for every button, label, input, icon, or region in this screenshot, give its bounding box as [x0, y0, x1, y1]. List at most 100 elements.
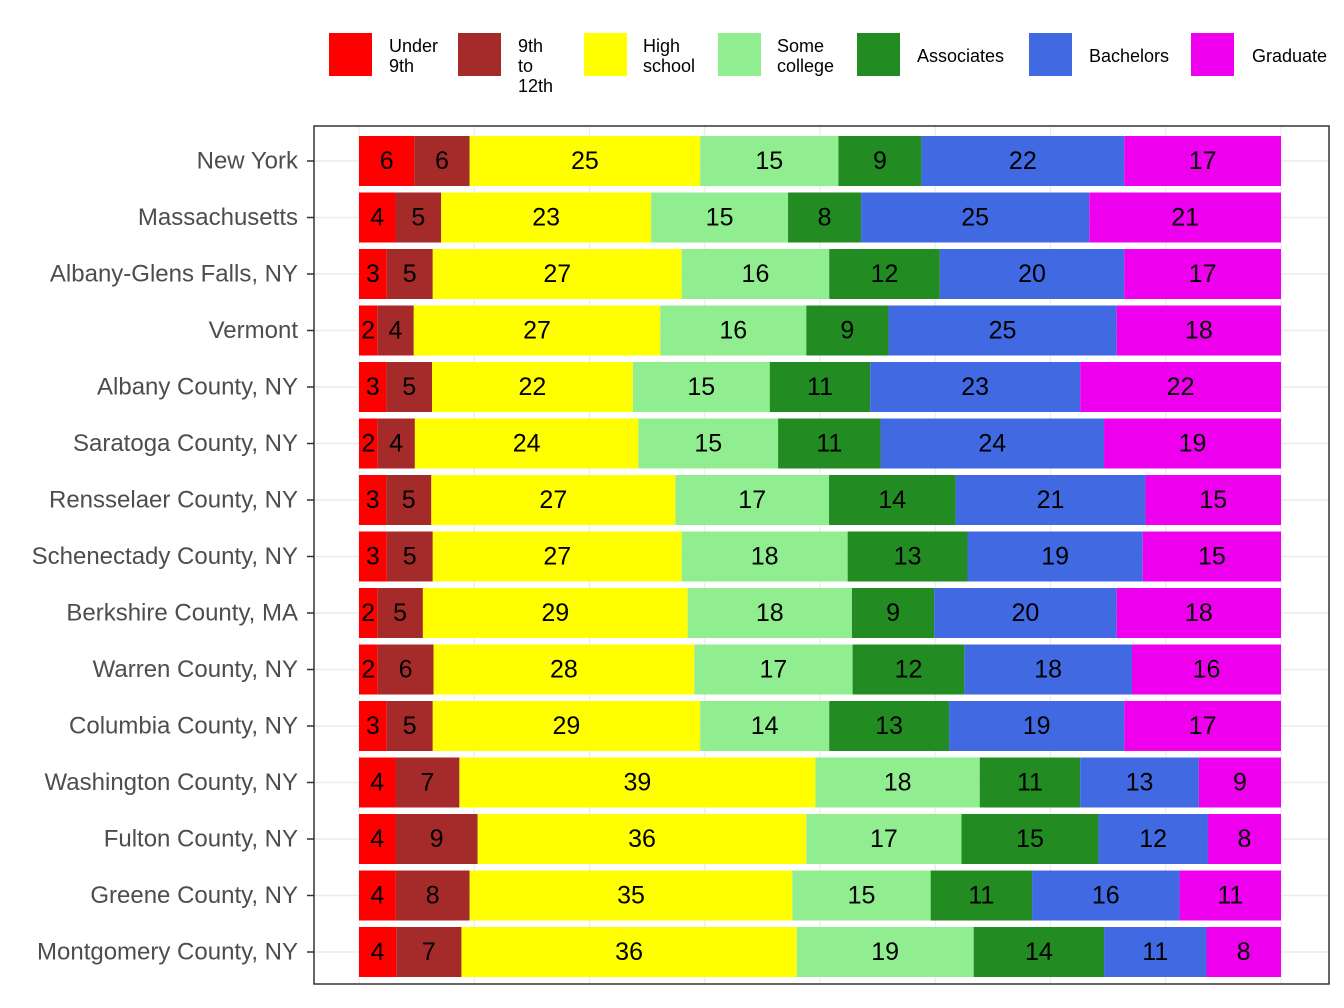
bar-albany-glens-falls-ny-9th-to-12th — [386, 249, 433, 299]
y-tick-label: Washington County, NY — [45, 769, 298, 796]
y-tick-label: Fulton County, NY — [104, 826, 298, 853]
value-label: 18 — [1185, 317, 1213, 345]
bar-rensselaer-county-ny-associates — [829, 475, 956, 525]
value-label: 9 — [886, 599, 900, 627]
value-label: 27 — [539, 486, 567, 514]
value-label: 11 — [1217, 882, 1243, 910]
bar-rensselaer-county-ny-9th-to-12th — [386, 475, 432, 525]
value-label: 3 — [366, 260, 380, 288]
bar-albany-glens-falls-ny-graduate — [1124, 249, 1281, 299]
value-label: 7 — [421, 769, 435, 797]
legend: Under 9th 9th to 12th High school Some c… — [0, 0, 1344, 96]
bar-albany-county-ny-associates — [769, 362, 871, 412]
value-label: 35 — [617, 882, 645, 910]
value-label: 16 — [742, 260, 770, 288]
y-tick-label: Schenectady County, NY — [32, 543, 298, 570]
value-label: 17 — [870, 825, 898, 853]
legend-label-associates: Associates — [917, 46, 1005, 66]
y-tick-label: Rensselaer County, NY — [49, 487, 298, 514]
value-label: 9 — [840, 317, 854, 345]
legend-label-graduate: Graduate — [1252, 46, 1328, 66]
bar-warren-county-ny-high-school — [433, 644, 695, 695]
value-label: 18 — [1034, 656, 1062, 684]
value-label: 21 — [1037, 486, 1065, 514]
value-label: 4 — [370, 769, 384, 797]
value-label: 8 — [426, 882, 440, 910]
value-label: 5 — [403, 712, 417, 740]
value-label: 17 — [760, 656, 788, 684]
value-label: 11 — [807, 373, 833, 401]
bar-warren-county-ny-9th-to-12th — [377, 644, 434, 695]
bar-new-york-high-school — [469, 136, 701, 186]
bar-fulton-county-ny-9th-to-12th — [395, 814, 478, 864]
value-label: 8 — [1238, 825, 1252, 853]
y-tick-label: Warren County, NY — [93, 656, 298, 683]
bar-vermont-graduate — [1116, 305, 1281, 356]
value-label: 8 — [818, 204, 832, 232]
bar-fulton-county-ny-bachelors — [1098, 814, 1208, 864]
bar-fulton-county-ny-associates — [961, 814, 1099, 864]
value-label: 18 — [884, 769, 912, 797]
bar-schenectady-county-ny-graduate — [1142, 531, 1281, 582]
bar-rensselaer-county-ny-graduate — [1145, 475, 1281, 525]
value-label: 15 — [694, 430, 722, 458]
bar-montgomery-county-ny-graduate — [1206, 927, 1281, 977]
bar-greene-county-ny-graduate — [1179, 870, 1281, 921]
bar-vermont-some-college — [660, 305, 807, 356]
bar-saratoga-county-ny-associates — [778, 418, 881, 469]
bar-washington-county-ny-9th-to-12th — [395, 757, 460, 808]
value-label: 14 — [751, 712, 779, 740]
value-label: 20 — [1011, 599, 1039, 627]
value-label: 20 — [1018, 260, 1046, 288]
bar-washington-county-ny-high-school — [459, 757, 816, 808]
bar-warren-county-ny-some-college — [694, 644, 853, 695]
bar-albany-county-ny-bachelors — [870, 362, 1081, 412]
bar-montgomery-county-ny-some-college — [796, 927, 974, 977]
bar-rensselaer-county-ny-high-school — [431, 475, 676, 525]
bar-columbia-county-ny-graduate — [1124, 701, 1281, 751]
bar-massachusetts-associates — [788, 192, 862, 243]
value-label: 18 — [756, 599, 784, 627]
value-label: 3 — [366, 543, 380, 571]
bar-warren-county-ny-bachelors — [964, 644, 1132, 695]
value-label: 15 — [687, 373, 715, 401]
bar-columbia-county-ny-bachelors — [949, 701, 1125, 751]
legend-swatch-under-9th — [329, 33, 372, 76]
value-label: 23 — [961, 373, 989, 401]
bar-vermont-under-9th — [359, 305, 378, 356]
y-tick-label: Saratoga County, NY — [73, 430, 298, 457]
bar-schenectady-county-ny-under-9th — [359, 531, 387, 582]
bar-greene-county-ny-bachelors — [1032, 870, 1180, 921]
y-tick-label: Vermont — [209, 317, 299, 344]
bar-vermont-high-school — [413, 305, 661, 356]
value-label: 17 — [1189, 260, 1217, 288]
legend-swatch-graduate — [1191, 33, 1234, 76]
value-label: 14 — [1025, 938, 1053, 966]
bar-new-york-bachelors — [921, 136, 1125, 186]
value-label: 28 — [550, 656, 578, 684]
legend-label-some-college: Some college — [777, 36, 835, 76]
y-tick-label: Berkshire County, MA — [66, 600, 298, 627]
bar-columbia-county-ny-under-9th — [359, 701, 387, 751]
value-label: 6 — [399, 656, 413, 684]
bar-albany-glens-falls-ny-under-9th — [359, 249, 387, 299]
y-tick-label: Columbia County, NY — [69, 713, 298, 740]
value-label: 9 — [1233, 769, 1247, 797]
bar-berkshire-county-ma-bachelors — [934, 588, 1117, 638]
legend-swatch-associates — [857, 33, 900, 76]
bar-massachusetts-under-9th — [359, 192, 396, 243]
value-label: 17 — [1189, 712, 1217, 740]
y-tick-label: Massachusetts — [138, 204, 298, 231]
bar-berkshire-county-ma-graduate — [1116, 588, 1281, 638]
bar-albany-glens-falls-ny-high-school — [432, 249, 682, 299]
value-label: 5 — [402, 373, 416, 401]
bar-warren-county-ny-associates — [852, 644, 965, 695]
value-label: 16 — [1092, 882, 1120, 910]
value-label: 3 — [366, 486, 380, 514]
bar-montgomery-county-ny-associates — [973, 927, 1105, 977]
value-label: 9 — [873, 147, 887, 175]
legend-swatch-9th-to-12th — [458, 33, 501, 76]
bar-schenectady-county-ny-some-college — [681, 531, 848, 582]
